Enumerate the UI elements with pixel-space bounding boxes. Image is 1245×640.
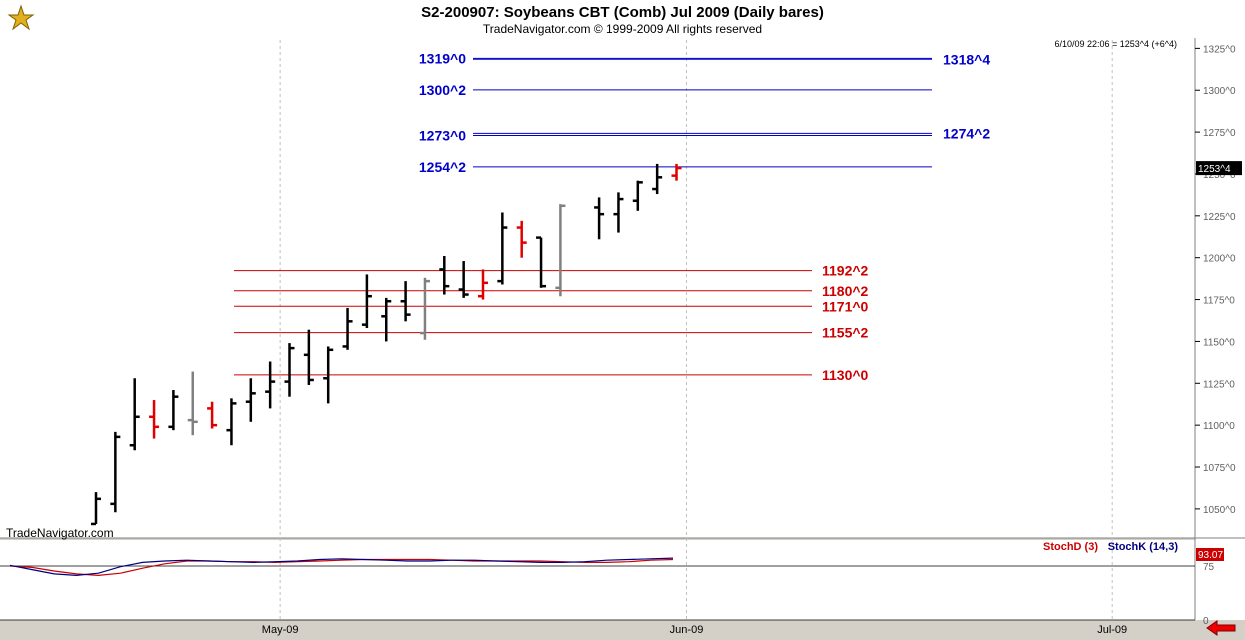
stoch-tick-label: 0 (1203, 616, 1209, 627)
ohlc-bar[interactable] (400, 281, 411, 322)
stoch-panel-background (0, 540, 1195, 620)
y-tick-label: 1275^0 (1203, 128, 1236, 139)
ohlc-bar[interactable] (555, 204, 566, 297)
ohlc-bar[interactable] (303, 329, 314, 385)
stochd-line (9, 558, 674, 577)
ohlc-bar[interactable] (342, 307, 353, 350)
y-tick-label: 1250^0 (1203, 170, 1236, 181)
support-label: 1130^0 (822, 367, 869, 383)
resistance-right-label: 1318^4 (943, 51, 990, 67)
stoch-tick-label: 75 (1203, 562, 1215, 573)
ohlc-bar[interactable] (361, 274, 372, 329)
resistance-label: 1254^2 (419, 159, 466, 175)
ohlc-bar[interactable] (265, 361, 276, 409)
ohlc-bar[interactable] (613, 192, 624, 233)
stochd-legend: StochD (3) (1043, 541, 1098, 553)
stochk-line (9, 557, 674, 577)
tradenavigator-logo-icon[interactable] (6, 3, 36, 33)
y-tick-label: 1200^0 (1203, 254, 1236, 265)
resistance-label: 1273^0 (419, 127, 466, 143)
ohlc-bar[interactable] (129, 378, 140, 451)
x-tick-label: Jul-09 (1097, 624, 1127, 636)
ohlc-bar[interactable] (91, 492, 101, 526)
resistance-right-label: 1274^2 (943, 125, 990, 141)
last-price-label: 1253^4 (1198, 164, 1231, 175)
watermark-text: TradeNavigator.com (6, 526, 114, 540)
y-tick-label: 1300^0 (1203, 86, 1236, 97)
last-quote-text: 6/10/09 22:06 = 1253^4 (+6^4) (1054, 39, 1177, 49)
ohlc-bar[interactable] (245, 378, 256, 422)
y-tick-label: 1125^0 (1203, 379, 1235, 390)
price-panel-background (0, 38, 1195, 538)
ohlc-bar[interactable] (536, 236, 547, 288)
ohlc-bar[interactable] (632, 180, 643, 211)
resistance-label: 1300^2 (419, 82, 466, 98)
ohlc-bar[interactable] (168, 389, 179, 431)
ohlc-bar[interactable] (478, 269, 488, 300)
y-tick-label: 1100^0 (1203, 421, 1235, 432)
back-arrow-icon[interactable] (1205, 620, 1237, 636)
ohlc-bar[interactable] (516, 220, 527, 258)
ohlc-bar[interactable] (439, 256, 450, 295)
resistance-label: 1319^0 (419, 50, 466, 66)
stoch-last-box (1196, 548, 1224, 561)
ohlc-bar[interactable] (671, 163, 682, 181)
y-tick-label: 1150^0 (1203, 337, 1235, 348)
support-label: 1171^0 (822, 298, 869, 314)
chart-header: S2-200907: Soybeans CBT (Comb) Jul 2009 … (0, 0, 1245, 38)
ohlc-bar[interactable] (284, 343, 295, 397)
stoch-last-label: 93.07 (1198, 550, 1223, 561)
x-tick-label: May-09 (262, 624, 299, 636)
ohlc-bar[interactable] (187, 371, 198, 436)
chart-title: S2-200907: Soybeans CBT (Comb) Jul 2009 … (421, 4, 824, 21)
ohlc-bar[interactable] (652, 163, 663, 195)
y-axis-background (1195, 38, 1245, 620)
ohlc-bar[interactable] (207, 401, 218, 429)
y-tick-label: 1050^0 (1203, 505, 1236, 516)
support-label: 1192^2 (822, 263, 869, 279)
ohlc-bar[interactable] (323, 346, 334, 404)
ohlc-bar[interactable] (419, 277, 430, 340)
y-tick-label: 1225^0 (1203, 212, 1236, 223)
ohlc-bar[interactable] (594, 197, 605, 240)
x-tick-label: Jun-09 (670, 624, 704, 636)
stochk-legend: StochK (14,3) (1108, 541, 1179, 553)
last-price-box (1196, 161, 1242, 176)
y-tick-label: 1175^0 (1203, 296, 1235, 307)
y-tick-label: 1325^0 (1203, 44, 1236, 55)
ohlc-bar[interactable] (381, 297, 392, 342)
ohlc-bar[interactable] (458, 261, 469, 298)
ohlc-bar[interactable] (497, 212, 508, 285)
support-label: 1155^2 (822, 325, 869, 341)
ohlc-bar[interactable] (226, 398, 237, 446)
y-tick-label: 1075^0 (1203, 463, 1236, 474)
support-label: 1180^2 (822, 283, 869, 299)
ohlc-bar[interactable] (149, 400, 160, 439)
chart-subtitle: TradeNavigator.com © 1999-2009 All right… (482, 22, 763, 36)
ohlc-bar[interactable] (110, 431, 121, 513)
